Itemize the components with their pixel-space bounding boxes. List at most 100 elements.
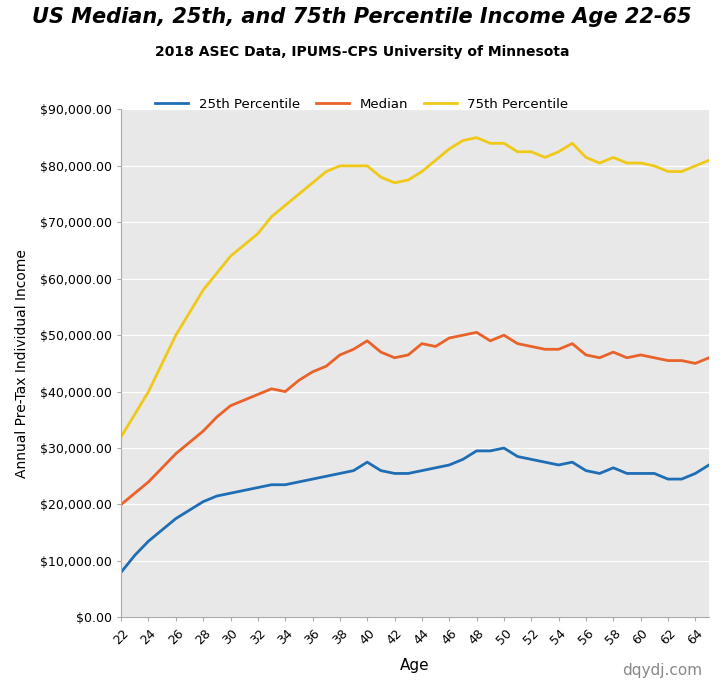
25th Percentile bbox=[595, 469, 604, 477]
75th Percentile bbox=[513, 148, 522, 156]
25th Percentile bbox=[226, 489, 235, 497]
25th Percentile bbox=[212, 492, 221, 500]
25th Percentile bbox=[308, 475, 317, 483]
Median bbox=[623, 354, 631, 362]
25th Percentile bbox=[650, 469, 659, 477]
Median bbox=[295, 376, 303, 385]
25th Percentile bbox=[376, 466, 385, 475]
75th Percentile bbox=[226, 252, 235, 260]
25th Percentile bbox=[322, 472, 331, 480]
75th Percentile bbox=[363, 162, 371, 170]
75th Percentile bbox=[418, 167, 426, 175]
25th Percentile bbox=[500, 444, 508, 452]
75th Percentile bbox=[609, 153, 618, 162]
Median bbox=[704, 354, 713, 362]
75th Percentile bbox=[541, 153, 550, 162]
75th Percentile bbox=[144, 387, 153, 396]
75th Percentile bbox=[527, 148, 536, 156]
Line: 25th Percentile: 25th Percentile bbox=[121, 448, 709, 572]
75th Percentile bbox=[281, 202, 290, 210]
Median bbox=[390, 354, 399, 362]
75th Percentile bbox=[199, 286, 208, 294]
25th Percentile bbox=[513, 453, 522, 461]
Median bbox=[472, 328, 481, 336]
75th Percentile bbox=[500, 139, 508, 147]
Median bbox=[267, 385, 276, 393]
Median bbox=[486, 336, 494, 345]
X-axis label: Age: Age bbox=[400, 658, 430, 673]
25th Percentile bbox=[240, 486, 248, 495]
25th Percentile bbox=[253, 484, 262, 492]
75th Percentile bbox=[172, 331, 180, 339]
75th Percentile bbox=[472, 133, 481, 142]
Text: dqydj.com: dqydj.com bbox=[622, 663, 702, 678]
75th Percentile bbox=[390, 179, 399, 187]
25th Percentile bbox=[295, 477, 303, 486]
75th Percentile bbox=[555, 148, 563, 156]
25th Percentile bbox=[636, 469, 645, 477]
Median bbox=[117, 500, 125, 508]
25th Percentile bbox=[130, 551, 139, 559]
25th Percentile bbox=[704, 461, 713, 469]
Median bbox=[678, 356, 686, 365]
25th Percentile bbox=[472, 447, 481, 455]
25th Percentile bbox=[144, 537, 153, 546]
75th Percentile bbox=[130, 410, 139, 418]
Median bbox=[281, 387, 290, 396]
Median bbox=[376, 348, 385, 356]
75th Percentile bbox=[295, 190, 303, 198]
Median bbox=[650, 354, 659, 362]
25th Percentile bbox=[185, 506, 194, 514]
75th Percentile bbox=[581, 153, 590, 162]
75th Percentile bbox=[636, 159, 645, 167]
75th Percentile bbox=[117, 433, 125, 441]
25th Percentile bbox=[678, 475, 686, 483]
Median bbox=[636, 351, 645, 359]
Median bbox=[432, 343, 440, 351]
Line: 75th Percentile: 75th Percentile bbox=[121, 138, 709, 437]
75th Percentile bbox=[486, 139, 494, 147]
75th Percentile bbox=[308, 179, 317, 187]
75th Percentile bbox=[267, 213, 276, 221]
Median bbox=[458, 331, 467, 339]
75th Percentile bbox=[240, 241, 248, 249]
Median bbox=[418, 339, 426, 347]
25th Percentile bbox=[432, 464, 440, 472]
Median bbox=[541, 345, 550, 354]
25th Percentile bbox=[623, 469, 631, 477]
Median bbox=[322, 362, 331, 370]
Median bbox=[240, 396, 248, 405]
75th Percentile bbox=[185, 308, 194, 316]
Median bbox=[691, 359, 699, 367]
25th Percentile bbox=[363, 458, 371, 466]
Median bbox=[363, 336, 371, 345]
75th Percentile bbox=[322, 167, 331, 175]
Median bbox=[568, 339, 576, 347]
25th Percentile bbox=[609, 464, 618, 472]
75th Percentile bbox=[349, 162, 358, 170]
25th Percentile bbox=[349, 466, 358, 475]
75th Percentile bbox=[458, 136, 467, 144]
25th Percentile bbox=[199, 497, 208, 506]
25th Percentile bbox=[335, 469, 344, 477]
Median bbox=[609, 348, 618, 356]
Median bbox=[527, 343, 536, 351]
75th Percentile bbox=[691, 162, 699, 170]
75th Percentile bbox=[704, 156, 713, 164]
Median bbox=[404, 351, 413, 359]
Median bbox=[158, 464, 167, 472]
Y-axis label: Annual Pre-Tax Individual Income: Annual Pre-Tax Individual Income bbox=[15, 249, 29, 478]
25th Percentile bbox=[486, 447, 494, 455]
Median bbox=[144, 477, 153, 486]
75th Percentile bbox=[253, 230, 262, 238]
Text: US Median, 25th, and 75th Percentile Income Age 22-65: US Median, 25th, and 75th Percentile Inc… bbox=[33, 7, 691, 27]
25th Percentile bbox=[555, 461, 563, 469]
75th Percentile bbox=[568, 139, 576, 147]
Median bbox=[335, 351, 344, 359]
25th Percentile bbox=[664, 475, 673, 483]
75th Percentile bbox=[335, 162, 344, 170]
25th Percentile bbox=[158, 526, 167, 534]
25th Percentile bbox=[691, 469, 699, 477]
75th Percentile bbox=[404, 176, 413, 184]
Median bbox=[226, 402, 235, 410]
